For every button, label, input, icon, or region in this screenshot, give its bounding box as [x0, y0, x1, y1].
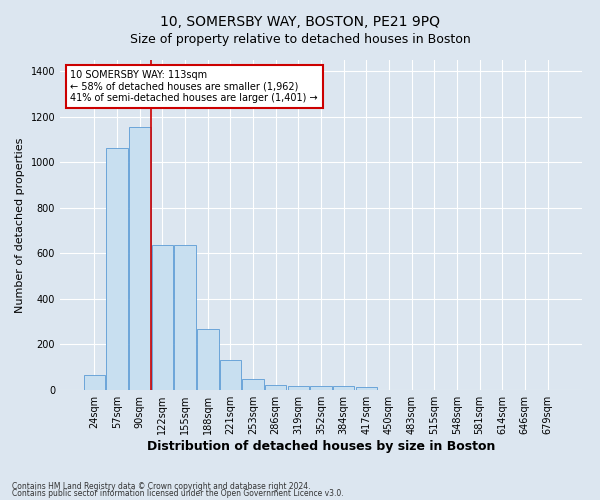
Bar [175, 246, 196, 390]
Bar [265, 385, 286, 390]
Text: 10 SOMERSBY WAY: 113sqm
← 58% of detached houses are smaller (1,962)
41% of semi: 10 SOMERSBY WAY: 113sqm ← 58% of detache… [70, 70, 318, 103]
Bar [242, 379, 264, 390]
Text: 10, SOMERSBY WAY, BOSTON, PE21 9PQ: 10, SOMERSBY WAY, BOSTON, PE21 9PQ [160, 15, 440, 29]
Text: Contains HM Land Registry data © Crown copyright and database right 2024.: Contains HM Land Registry data © Crown c… [12, 482, 311, 491]
Bar [152, 246, 173, 390]
Text: Contains public sector information licensed under the Open Government Licence v3: Contains public sector information licen… [12, 490, 344, 498]
Bar [197, 328, 218, 390]
Text: Size of property relative to detached houses in Boston: Size of property relative to detached ho… [130, 32, 470, 46]
Bar [129, 127, 151, 390]
Bar [84, 375, 105, 390]
Bar [220, 360, 241, 390]
X-axis label: Distribution of detached houses by size in Boston: Distribution of detached houses by size … [147, 440, 495, 453]
Bar [310, 386, 332, 390]
Y-axis label: Number of detached properties: Number of detached properties [15, 138, 25, 312]
Bar [356, 386, 377, 390]
Bar [333, 386, 355, 390]
Bar [287, 386, 309, 390]
Bar [106, 148, 128, 390]
